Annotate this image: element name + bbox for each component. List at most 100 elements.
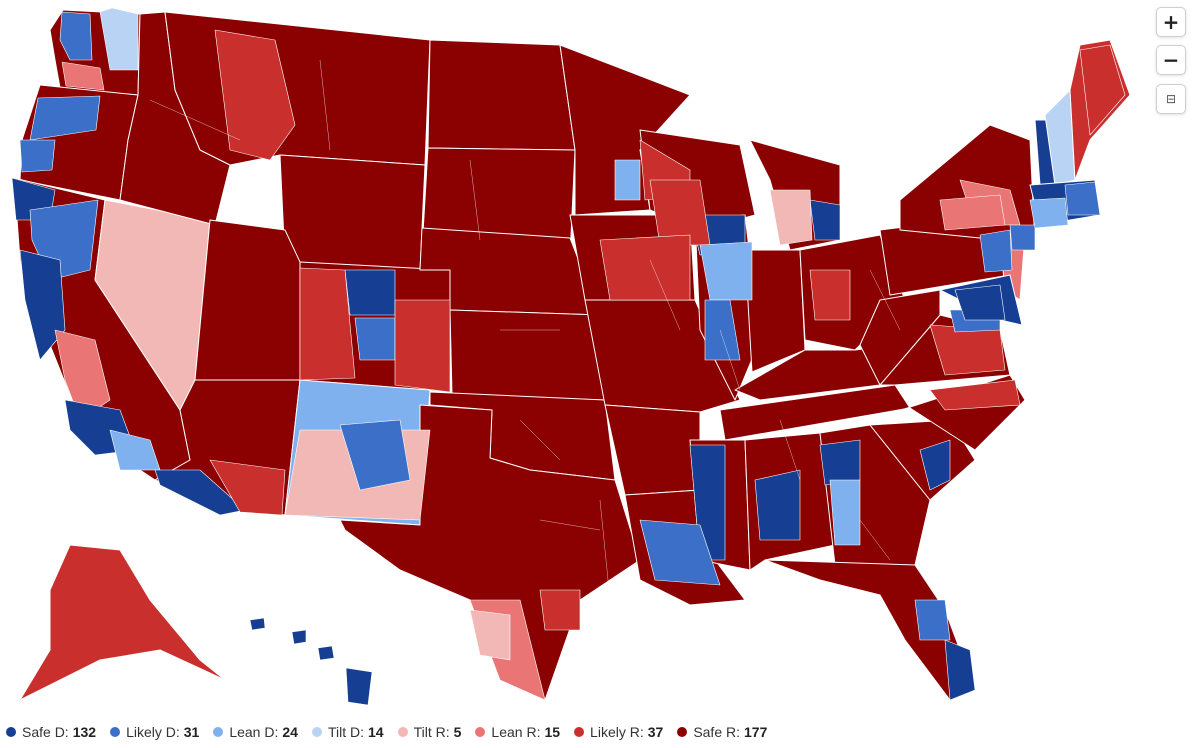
reset-view-button[interactable]: ⊟ (1156, 84, 1186, 114)
district-wi-southwest[interactable] (649, 179, 711, 246)
district-co-mid[interactable] (354, 317, 396, 361)
district-line (319, 59, 331, 151)
district-az-phoenix[interactable] (209, 459, 286, 516)
swatch-lean-d (213, 727, 224, 737)
district-mi-detroit[interactable] (809, 199, 841, 241)
zoom-in-button[interactable]: + (1156, 7, 1186, 37)
state-montana[interactable] (164, 11, 431, 166)
district-line (469, 159, 481, 241)
legend: Safe D: 132 Likely D: 31 Lean D: 24 Tilt… (6, 722, 781, 742)
district-ga-atl[interactable] (819, 439, 861, 486)
state-wyoming[interactable] (279, 154, 426, 271)
map-canvas[interactable] (0, 0, 1200, 716)
swatch-tilt-d (311, 727, 322, 737)
district-line (649, 259, 681, 331)
district-hawaii-big[interactable] (345, 667, 373, 706)
state-indiana[interactable] (744, 249, 806, 373)
district-sc-coast[interactable] (919, 439, 951, 491)
district-line (859, 519, 891, 561)
district-or-coast[interactable] (19, 139, 56, 173)
legend-item-safe-d: Safe D: 132 (6, 724, 96, 740)
district-pa-phila[interactable] (979, 229, 1013, 273)
district-mt-west[interactable] (214, 29, 296, 161)
legend-count: 5 (453, 724, 462, 740)
legend-label: Likely R: (590, 724, 644, 740)
zoom-out-button[interactable]: − (1156, 45, 1186, 75)
district-az-south[interactable] (154, 469, 246, 516)
legend-item-likely-d: Likely D: 31 (110, 724, 199, 740)
district-tx-houston[interactable] (539, 589, 581, 631)
district-line (869, 269, 901, 331)
district-mn-metro[interactable] (614, 159, 641, 201)
legend-count: 24 (282, 724, 298, 740)
legend-count: 15 (544, 724, 561, 740)
district-md-balt[interactable] (954, 284, 1006, 321)
legend-label: Safe R: (693, 724, 741, 740)
district-ny-nyc[interactable] (1009, 224, 1036, 251)
district-ct[interactable] (1029, 197, 1069, 229)
district-portland[interactable] (29, 95, 101, 141)
district-wa-southwest[interactable] (61, 61, 105, 91)
legend-count: 177 (744, 724, 768, 740)
legend-item-likely-r: Likely R: 37 (574, 724, 663, 740)
district-me-north[interactable] (1079, 44, 1126, 136)
legend-label: Tilt R: (413, 724, 450, 740)
district-line (599, 499, 611, 601)
district-co-west[interactable] (299, 267, 356, 381)
district-la-nola[interactable] (639, 519, 721, 586)
district-ca-bay[interactable] (19, 249, 66, 361)
legend-item-tilt-r: Tilt R: 5 (397, 724, 462, 740)
legend-item-safe-r: Safe R: 177 (677, 724, 767, 740)
district-chicago[interactable] (699, 241, 753, 301)
district-mi-grand[interactable] (769, 189, 813, 246)
swatch-likely-d (110, 727, 121, 737)
swatch-safe-d (6, 727, 16, 737)
state-west-virginia[interactable] (859, 289, 941, 386)
legend-count: 37 (647, 724, 664, 740)
district-line (539, 519, 601, 531)
district-line (149, 99, 241, 141)
district-al-black-belt[interactable] (754, 469, 801, 541)
district-nm-abq[interactable] (339, 419, 411, 491)
legend-item-tilt-d: Tilt D: 14 (311, 724, 384, 740)
district-pa-north[interactable] (939, 194, 1006, 231)
state-north-dakota[interactable] (427, 39, 576, 151)
state-alaska[interactable] (19, 544, 226, 701)
district-line (719, 329, 741, 391)
legend-label: Safe D: (22, 724, 69, 740)
legend-label: Lean D: (229, 724, 279, 740)
district-hawaii-oahu[interactable] (291, 629, 307, 645)
district-ma-east[interactable] (1064, 181, 1101, 216)
district-nc-triangle[interactable] (929, 379, 1021, 411)
district-hawaii-kauai[interactable] (249, 617, 266, 631)
legend-label: Lean R: (491, 724, 541, 740)
legend-item-lean-d: Lean D: 24 (213, 724, 298, 740)
district-co-pueblo[interactable] (394, 299, 451, 393)
swatch-safe-r (677, 727, 688, 737)
district-il-south[interactable] (704, 299, 741, 361)
state-utah[interactable] (194, 219, 301, 381)
legend-count: 132 (72, 724, 97, 740)
district-tx-valley[interactable] (469, 609, 511, 661)
legend-item-lean-r: Lean R: 15 (475, 724, 560, 740)
legend-count: 31 (183, 724, 200, 740)
legend-label: Tilt D: (327, 724, 364, 740)
district-oh-central[interactable] (809, 269, 851, 321)
swatch-tilt-r (397, 727, 408, 737)
district-co-denver[interactable] (344, 269, 396, 316)
swatch-lean-r (475, 727, 486, 737)
district-line (779, 419, 801, 481)
district-wa-north[interactable] (99, 7, 139, 71)
us-house-map[interactable] (0, 0, 1200, 716)
district-hawaii-maui[interactable] (317, 645, 335, 661)
state-arkansas[interactable] (604, 404, 701, 496)
legend-count: 14 (368, 724, 384, 740)
state-kansas[interactable] (449, 309, 606, 401)
district-line (519, 419, 561, 461)
district-fl-orlando[interactable] (914, 599, 951, 641)
district-ia-east[interactable] (599, 234, 691, 301)
legend-label: Likely D: (126, 724, 180, 740)
district-ga-lean[interactable] (829, 479, 861, 546)
district-fl-miami[interactable] (944, 639, 976, 701)
district-seattle[interactable] (59, 11, 93, 61)
